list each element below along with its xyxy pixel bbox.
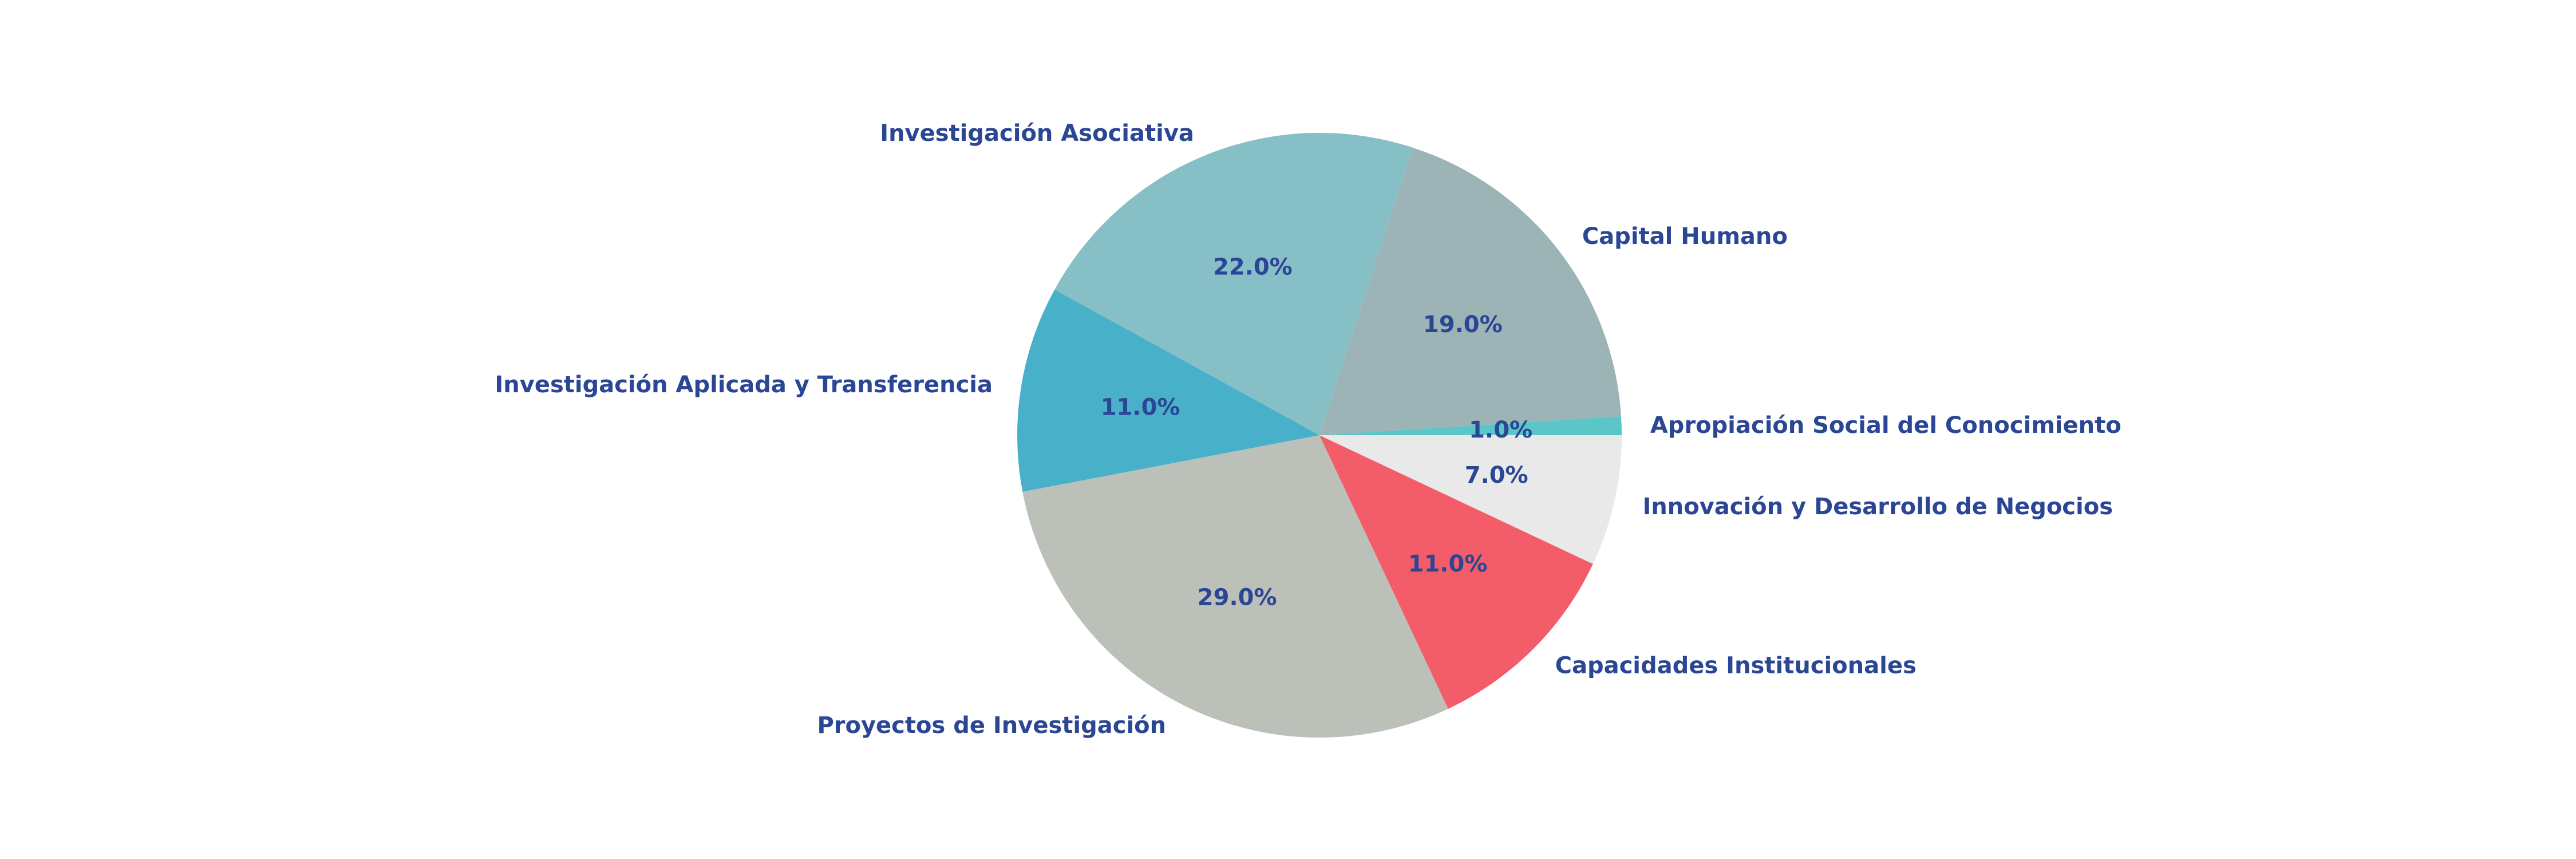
percent-label-innovacion-y-desarrollo-de-negocios: 7.0% (1465, 462, 1528, 488)
pie-slice-proyectos-de-investigacion (1022, 435, 1448, 738)
pie-slice-investigacion-aplicada-y-transferencia (1017, 289, 1319, 492)
category-label-proyectos-de-investigacion: Proyectos de Investigación (817, 712, 1166, 739)
category-labels: Apropiación Social del Conocimiento Capit… (495, 120, 2121, 739)
category-label-capital-humano: Capital Humano (1582, 223, 1788, 250)
percent-label-capacidades-institucionales: 11.0% (1408, 551, 1488, 577)
category-label-investigacion-aplicada-y-transferencia: Investigación Aplicada y Transferencia (495, 372, 993, 398)
percent-label-apropiacion-social-del-conocimiento: 1.0% (1469, 417, 1532, 443)
category-label-investigacion-asociativa: Investigación Asociativa (880, 120, 1194, 147)
percent-label-investigacion-aplicada-y-transferencia: 11.0% (1101, 394, 1180, 420)
category-label-innovacion-y-desarrollo-de-negocios: Innovación y Desarrollo de Negocios (1642, 494, 2113, 520)
pie-slice-apropiacion-social-del-conocimiento (1319, 416, 1622, 435)
percent-label-investigacion-asociativa: 22.0% (1213, 254, 1293, 280)
pie-slice-innovacion-y-desarrollo-de-negocios (1319, 435, 1622, 564)
percent-label-capital-humano: 19.0% (1423, 312, 1503, 338)
pie-slices (1017, 132, 1622, 738)
pie-slice-capacidades-institucionales (1319, 435, 1593, 709)
category-label-capacidades-institucionales: Capacidades Institucionales (1555, 653, 1917, 679)
pie-slice-capital-humano (1319, 147, 1621, 435)
pie-slice-investigacion-asociativa (1054, 132, 1413, 435)
percent-labels: 1.0% 19.0% 22.0% 11.0% 29.0% 11.0% 7.0% (1101, 254, 1532, 610)
category-label-apropiacion-social-del-conocimiento: Apropiación Social del Conocimiento (1650, 412, 2121, 439)
percent-label-proyectos-de-investigacion: 29.0% (1198, 584, 1277, 610)
